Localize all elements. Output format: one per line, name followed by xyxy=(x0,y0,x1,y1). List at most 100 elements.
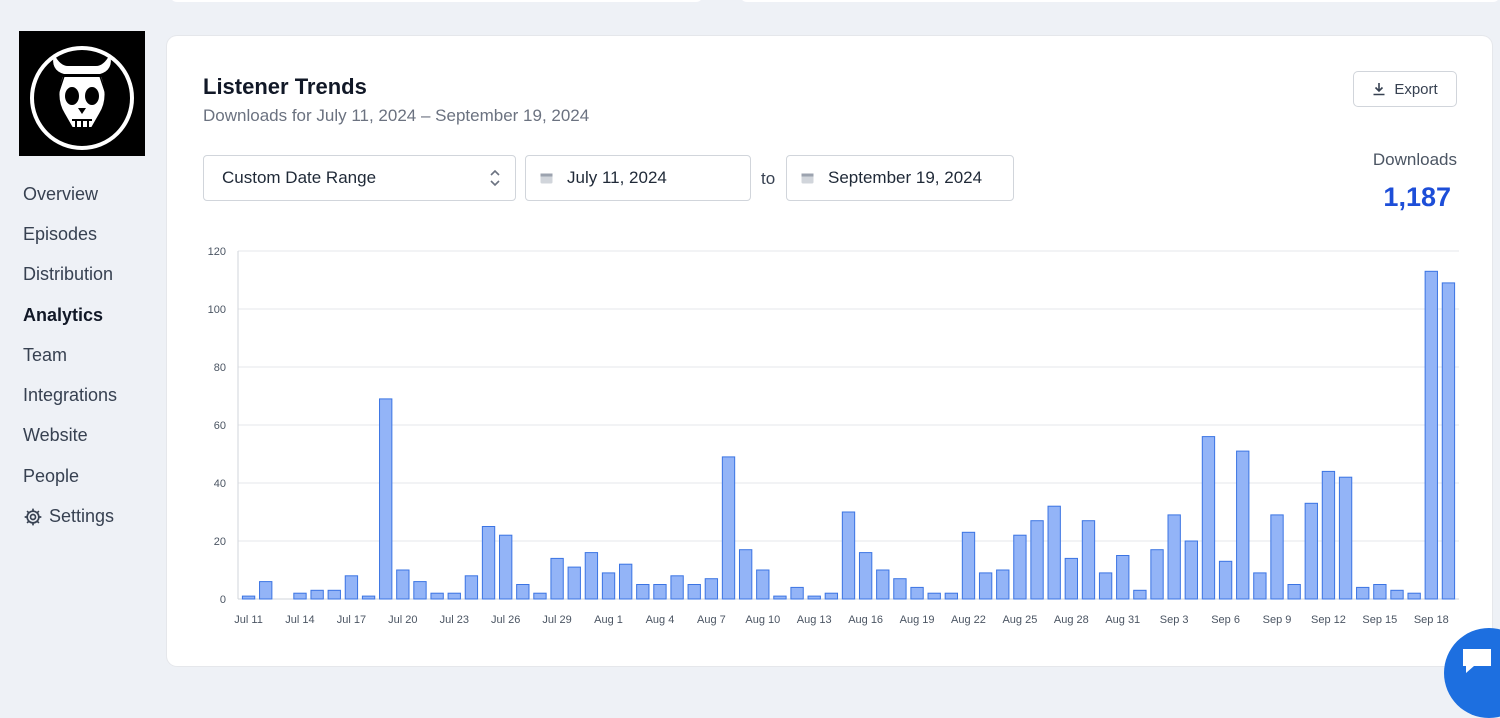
x-tick-label: Sep 9 xyxy=(1263,614,1292,626)
chart-bar[interactable] xyxy=(293,592,307,600)
chart-bar[interactable] xyxy=(636,584,650,600)
chart-bar[interactable] xyxy=(379,398,393,600)
chart-bar[interactable] xyxy=(841,511,856,600)
chart-bar[interactable] xyxy=(601,572,616,600)
sidebar-item-distribution[interactable]: Distribution xyxy=(23,255,117,295)
chart-bar[interactable] xyxy=(944,592,959,600)
chart-bar[interactable] xyxy=(1064,557,1078,600)
chart-bar[interactable] xyxy=(910,586,924,600)
chart-bar[interactable] xyxy=(1098,572,1113,600)
chart-bar[interactable] xyxy=(1424,270,1438,600)
date-range-select[interactable]: Custom Date Range xyxy=(203,155,516,201)
chart-bar[interactable] xyxy=(1030,520,1044,600)
chart-bar[interactable] xyxy=(687,584,701,600)
chart-bar[interactable] xyxy=(447,592,461,600)
chart-bar[interactable] xyxy=(550,557,564,600)
chart-bar[interactable] xyxy=(1218,560,1233,600)
chart-bar[interactable] xyxy=(533,592,547,600)
chart-bar[interactable] xyxy=(619,563,633,600)
chart-bar[interactable] xyxy=(756,569,770,600)
chart-bar[interactable] xyxy=(893,578,907,600)
chart-bar[interactable] xyxy=(1304,502,1318,600)
x-tick-label: Sep 12 xyxy=(1311,614,1346,626)
podcast-logo[interactable] xyxy=(19,31,145,156)
sidebar-item-settings[interactable]: Settings xyxy=(23,496,117,536)
chart-bar[interactable] xyxy=(653,584,667,600)
sidebar-item-team[interactable]: Team xyxy=(23,335,117,375)
chart-bar[interactable] xyxy=(1167,514,1181,600)
y-tick-label: 40 xyxy=(214,478,226,490)
chart-bar[interactable] xyxy=(807,595,821,600)
chart-bar[interactable] xyxy=(1407,592,1421,600)
chart-bar[interactable] xyxy=(481,526,496,600)
chart-bar[interactable] xyxy=(361,595,376,600)
sidebar-item-label: Distribution xyxy=(23,264,114,285)
chart-bar[interactable] xyxy=(464,575,479,600)
chart-bar[interactable] xyxy=(1201,436,1216,600)
x-tick-label: Jul 17 xyxy=(337,614,366,626)
downloads-bar-chart: 0 20 40 60 80 100 120 Jul 11 Jul 14 Jul 17 Jul 20 J… xyxy=(208,246,1459,626)
card-subtitle: Downloads for July 11, 2024 – September … xyxy=(203,106,590,125)
start-date-field[interactable]: July 11, 2024 xyxy=(525,155,751,201)
chart-bar[interactable] xyxy=(499,534,513,600)
chart-bar[interactable] xyxy=(241,595,256,600)
chart-bar[interactable] xyxy=(1321,470,1336,600)
chart-bar[interactable] xyxy=(1236,450,1250,600)
chart-bar[interactable] xyxy=(1116,555,1130,600)
chart-bar[interactable] xyxy=(738,549,753,600)
start-date-value: July 11, 2024 xyxy=(567,168,667,187)
chart-bar[interactable] xyxy=(567,566,581,600)
chart-bar[interactable] xyxy=(996,569,1010,600)
chart-bar[interactable] xyxy=(344,575,359,600)
chart-bar[interactable] xyxy=(790,586,804,600)
end-date-field[interactable]: September 19, 2024 xyxy=(786,155,1014,201)
chart-bar[interactable] xyxy=(824,592,839,600)
chart-bar[interactable] xyxy=(927,592,941,600)
chart-bar[interactable] xyxy=(1253,572,1267,600)
chart-bar[interactable] xyxy=(1390,589,1404,600)
chart-bar[interactable] xyxy=(773,595,787,600)
chart-bar[interactable] xyxy=(1338,476,1353,600)
chart-bar[interactable] xyxy=(704,578,719,600)
chart-bar[interactable] xyxy=(961,531,976,600)
chart-bar[interactable] xyxy=(1356,586,1370,600)
chart-bar[interactable] xyxy=(721,456,736,600)
chart-bar[interactable] xyxy=(1047,505,1061,600)
chart-bar[interactable] xyxy=(1441,282,1456,600)
chart-bar[interactable] xyxy=(584,552,599,600)
chart-bar[interactable] xyxy=(1081,520,1096,600)
sidebar-item-integrations[interactable]: Integrations xyxy=(23,375,117,415)
chart-bar[interactable] xyxy=(876,569,890,600)
chart-bar[interactable] xyxy=(259,581,273,600)
sidebar-item-overview[interactable]: Overview xyxy=(23,174,117,214)
sidebar-item-label: Analytics xyxy=(23,304,104,325)
sidebar-item-analytics[interactable]: Analytics xyxy=(23,295,117,335)
sidebar-item-episodes[interactable]: Episodes xyxy=(23,214,117,254)
chart-bar[interactable] xyxy=(1287,584,1301,600)
chart-bar[interactable] xyxy=(1150,549,1164,600)
download-icon xyxy=(1373,83,1385,96)
chart-bar[interactable] xyxy=(310,589,324,600)
chart-bar[interactable] xyxy=(978,572,993,600)
y-tick-label: 80 xyxy=(214,362,226,374)
export-button[interactable]: Export xyxy=(1353,71,1457,107)
chart-bar[interactable] xyxy=(1013,534,1027,600)
sidebar-item-label: People xyxy=(23,465,80,486)
chart-bar[interactable] xyxy=(1184,540,1198,600)
chart-bar[interactable] xyxy=(396,569,410,600)
chart-bar[interactable] xyxy=(670,575,684,600)
chart-bar[interactable] xyxy=(430,592,444,600)
chart-bar[interactable] xyxy=(1373,584,1387,600)
chart-bar[interactable] xyxy=(516,584,530,600)
sidebar-item-people[interactable]: People xyxy=(23,456,117,496)
sidebar-item-label: Website xyxy=(23,425,88,446)
chart-bar[interactable] xyxy=(413,581,427,600)
y-tick-label: 60 xyxy=(214,420,226,432)
chart-bar[interactable] xyxy=(1270,514,1284,600)
x-tick-label: Aug 28 xyxy=(1054,614,1089,626)
chart-bar[interactable] xyxy=(858,552,873,600)
chart-bar[interactable] xyxy=(1133,589,1147,600)
sidebar-item-website[interactable]: Website xyxy=(23,416,117,456)
top-card-right xyxy=(740,0,1500,2)
chart-bar[interactable] xyxy=(327,589,341,600)
